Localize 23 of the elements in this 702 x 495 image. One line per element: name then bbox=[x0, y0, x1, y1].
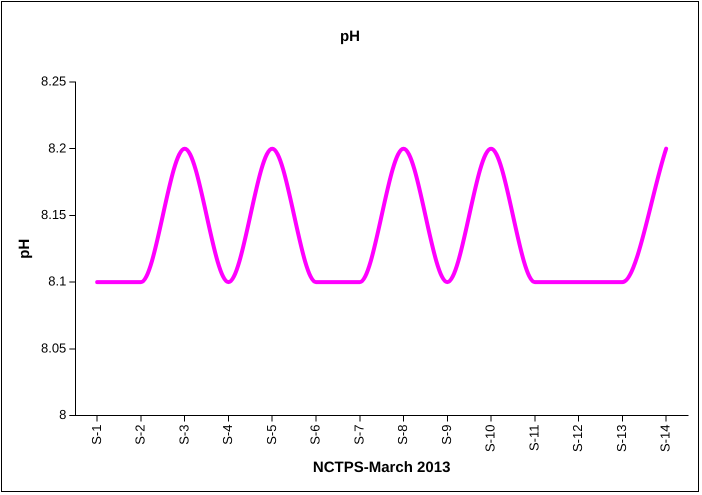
x-tick-label: S-14 bbox=[658, 424, 673, 452]
x-tick-label: S-9 bbox=[438, 424, 454, 445]
x-tick-label: S-13 bbox=[614, 424, 629, 452]
x-axis-title: NCTPS-March 2013 bbox=[312, 459, 450, 476]
y-tick-label: 8.1 bbox=[48, 274, 66, 289]
y-axis-title: pH bbox=[16, 238, 34, 259]
x-tick-label: S-8 bbox=[395, 424, 410, 445]
x-tick-label: S-4 bbox=[220, 424, 236, 445]
y-tick-label: 8.25 bbox=[40, 74, 66, 89]
x-tick-label: S-2 bbox=[132, 424, 148, 445]
y-tick-label: 8.15 bbox=[40, 206, 66, 222]
x-tick-label: S-11 bbox=[526, 424, 542, 452]
y-tick-label: 8.05 bbox=[40, 340, 66, 356]
x-tick-label: S-10 bbox=[482, 424, 498, 452]
x-tick-label: S-12 bbox=[570, 424, 586, 452]
chart-title: pH bbox=[340, 28, 360, 46]
x-tick-label: S-1 bbox=[88, 424, 104, 445]
y-tick-label: 8.2 bbox=[48, 140, 66, 156]
x-tick-label: S-6 bbox=[308, 424, 323, 445]
x-tick-label: S-5 bbox=[264, 424, 279, 445]
y-tick-label: 8 bbox=[59, 407, 66, 422]
x-tick-label: S-3 bbox=[176, 424, 192, 445]
x-tick-label: S-7 bbox=[351, 424, 366, 445]
